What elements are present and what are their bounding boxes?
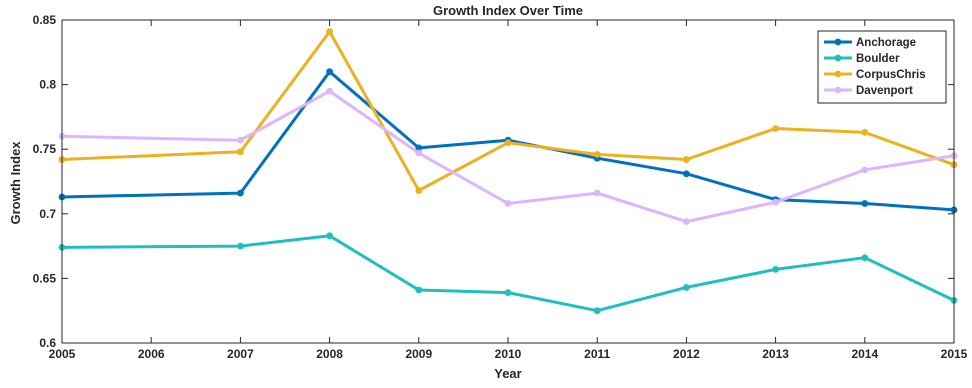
- data-point: [504, 139, 512, 147]
- series-layer: [58, 28, 958, 315]
- y-axis-label: Growth Index: [8, 141, 23, 225]
- data-point: [326, 232, 333, 240]
- data-point: [415, 286, 423, 294]
- data-point: [237, 136, 244, 144]
- data-point: [326, 68, 333, 76]
- data-point: [683, 284, 690, 291]
- legend-marker: [834, 54, 842, 62]
- data-point: [683, 218, 690, 225]
- x-tick-label: 2008: [316, 347, 343, 361]
- y-tick-label: 0.75: [33, 142, 57, 156]
- data-point: [237, 189, 244, 197]
- series-corpuschris: [58, 28, 958, 194]
- x-tick-label: 2015: [941, 347, 968, 361]
- x-tick-label: 2014: [851, 347, 878, 361]
- series-line: [61, 89, 955, 224]
- x-axis-label: Year: [494, 366, 521, 381]
- data-point: [593, 189, 601, 197]
- series-line: [61, 30, 955, 192]
- legend-label: CorpusChris: [856, 69, 926, 81]
- data-point: [861, 200, 869, 207]
- data-point: [415, 187, 423, 194]
- x-tick-label: 2007: [227, 347, 254, 361]
- data-point: [772, 198, 779, 206]
- legend-marker: [834, 70, 842, 78]
- series-boulder: [58, 232, 958, 315]
- data-point: [415, 149, 423, 157]
- legend-label: Boulder: [856, 53, 900, 65]
- data-point: [772, 265, 779, 273]
- data-point: [326, 87, 333, 95]
- data-point: [683, 170, 690, 178]
- y-tick-label: 0.6: [39, 336, 56, 350]
- legend-item-boulder: Boulder: [824, 53, 900, 65]
- data-point: [415, 144, 423, 152]
- data-point: [237, 242, 244, 250]
- series-davenport: [58, 87, 958, 225]
- data-point: [593, 307, 601, 315]
- legend-marker: [834, 38, 842, 46]
- x-tick-label: 2011: [584, 347, 610, 361]
- data-point: [237, 148, 244, 156]
- data-point: [504, 289, 512, 297]
- legend: Anchorage Boulder CorpusChris Davenport: [817, 30, 947, 104]
- x-tick-label: 2013: [762, 347, 789, 361]
- data-point: [861, 254, 869, 262]
- x-tick-label: 2006: [138, 347, 165, 361]
- x-tick-label: 2005: [49, 347, 76, 361]
- chart-title: Growth Index Over Time: [433, 3, 583, 18]
- data-point: [504, 200, 512, 207]
- series-line: [61, 234, 955, 313]
- x-tick-label: 2009: [405, 347, 432, 361]
- data-point: [326, 28, 333, 36]
- legend-item-anchorage: Anchorage: [824, 37, 916, 49]
- axes-layer: 2005 2006 2007 2008 2009 2010 2011 2012 2013 2014…: [33, 13, 968, 361]
- data-point: [772, 125, 779, 132]
- x-tick-label: 2012: [673, 347, 700, 361]
- data-point: [593, 150, 601, 158]
- legend-item-corpuschris: CorpusChris: [824, 69, 926, 81]
- y-tick-label: 0.65: [33, 271, 57, 285]
- data-point: [861, 129, 869, 136]
- y-tick-label: 0.8: [39, 78, 56, 92]
- y-tick-label: 0.7: [39, 207, 56, 221]
- legend-item-davenport: Davenport: [824, 85, 913, 97]
- y-tick-label: 0.85: [33, 13, 57, 27]
- data-point: [683, 156, 690, 163]
- x-tick-label: 2010: [495, 347, 522, 361]
- legend-marker: [834, 86, 842, 94]
- legend-label: Anchorage: [856, 37, 916, 49]
- data-point: [861, 166, 869, 174]
- legend-label: Davenport: [856, 85, 913, 97]
